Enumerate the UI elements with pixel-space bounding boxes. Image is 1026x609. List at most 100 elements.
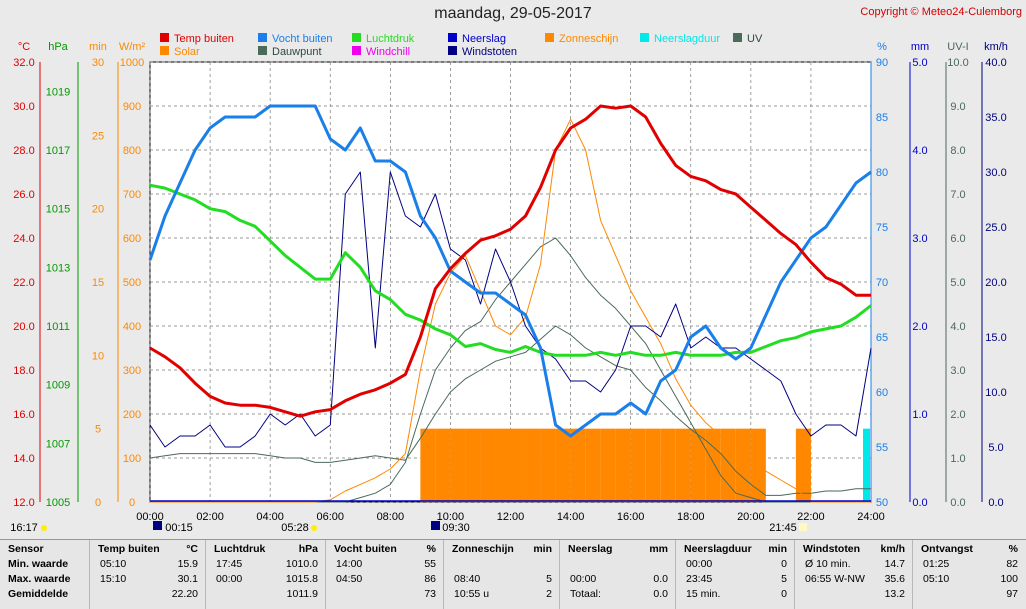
column-header: Ontvangst bbox=[921, 543, 973, 555]
table-cell-time: 05:10 bbox=[923, 573, 950, 585]
pct-axis-tick: 70 bbox=[876, 277, 888, 289]
sunshine-bar bbox=[660, 428, 676, 502]
hpa-axis-tick: 1009 bbox=[46, 380, 70, 392]
column-unit: km/h bbox=[880, 543, 905, 555]
table-cell-time: 17:45 bbox=[216, 558, 243, 570]
uv-axis-tick: 9.0 bbox=[950, 101, 965, 113]
min-axis-tick: 30 bbox=[92, 57, 104, 69]
column-header: Neerslag bbox=[568, 543, 613, 555]
kmh-axis-tick: 20.0 bbox=[985, 277, 1006, 289]
mm-axis-tick: 4.0 bbox=[912, 145, 927, 157]
x-tick: 08:00 bbox=[377, 511, 405, 523]
legend-swatch bbox=[160, 46, 169, 55]
x-tick: 18:00 bbox=[677, 511, 705, 523]
wm2-axis-tick: 400 bbox=[123, 321, 141, 333]
temp-axis-tick: 30.0 bbox=[13, 101, 34, 113]
table-cell-value: 15.9 bbox=[177, 558, 198, 570]
moon-icon bbox=[431, 521, 440, 530]
legend-label: Solar bbox=[174, 46, 200, 58]
column-separator bbox=[205, 540, 206, 609]
kmh-axis-unit: km/h bbox=[984, 41, 1008, 53]
table-cell-value: 1015.8 bbox=[285, 573, 318, 585]
uv-axis-tick: 0.0 bbox=[950, 497, 965, 509]
chart-title: maandag, 29-05-2017 bbox=[434, 5, 592, 22]
legend-swatch bbox=[258, 33, 267, 42]
table-cell-time: 10:55 u bbox=[454, 588, 490, 600]
hpa-axis-tick: 1019 bbox=[46, 86, 70, 98]
x-tick: 12:00 bbox=[497, 511, 525, 523]
x-tick: 20:00 bbox=[737, 511, 765, 523]
legend-label: UV bbox=[747, 33, 763, 45]
sunshine-bar bbox=[570, 428, 586, 502]
temp-axis-tick: 12.0 bbox=[13, 497, 34, 509]
hpa-axis-tick: 1015 bbox=[46, 204, 70, 216]
column-header: Zonneschijn bbox=[452, 543, 514, 555]
table-cell-time: 04:50 bbox=[336, 573, 363, 585]
x-tick: 00:00 bbox=[136, 511, 164, 523]
pct-axis-tick: 55 bbox=[876, 442, 888, 454]
x-tick: 16:00 bbox=[617, 511, 645, 523]
sunshine-bar bbox=[645, 428, 661, 502]
pressure-line bbox=[149, 183, 872, 357]
column-separator bbox=[325, 540, 326, 609]
wm2-axis-tick: 0 bbox=[129, 497, 135, 509]
table-cell-value: 35.6 bbox=[884, 573, 905, 585]
table-cell-value: 73 bbox=[424, 588, 436, 600]
table-cell-value: 100 bbox=[1000, 573, 1018, 585]
table-cell-value: 30.1 bbox=[177, 573, 198, 585]
rain-duration-bar bbox=[863, 428, 870, 502]
sunshine-bar bbox=[540, 428, 556, 502]
moonrise-label: 00:15 bbox=[165, 522, 193, 534]
kmh-axis-tick: 40.0 bbox=[985, 57, 1006, 69]
legend-label: Dauwpunt bbox=[272, 46, 322, 58]
pct-axis-tick: 65 bbox=[876, 332, 888, 344]
table-cell-time: 08:40 bbox=[454, 573, 481, 585]
column-separator bbox=[443, 540, 444, 609]
legend-swatch bbox=[640, 33, 649, 42]
legend-swatch bbox=[448, 33, 457, 42]
kmh-axis-tick: 30.0 bbox=[985, 167, 1006, 179]
legend-swatch bbox=[160, 33, 169, 42]
table-cell-value: 82 bbox=[1006, 558, 1018, 570]
column-separator bbox=[559, 540, 560, 609]
wm2-axis-tick: 800 bbox=[123, 145, 141, 157]
sunshine-bar bbox=[705, 428, 721, 502]
legend-label: Temp buiten bbox=[174, 33, 234, 45]
hpa-axis-tick: 1013 bbox=[46, 262, 70, 274]
uv-axis-tick: 4.0 bbox=[950, 321, 965, 333]
sunshine-bar bbox=[615, 428, 631, 502]
x-tick: 10:00 bbox=[437, 511, 465, 523]
sunshine-bar bbox=[420, 428, 436, 502]
uv-axis-unit: UV-I bbox=[947, 41, 968, 53]
table-cell-time: Totaal: bbox=[570, 588, 601, 600]
sunshine-bar bbox=[435, 428, 451, 502]
weather-chart: maandag, 29-05-2017 Copyright © Meteo24-… bbox=[10, 5, 1022, 534]
table-cell-time: 23:45 bbox=[686, 573, 713, 585]
min-axis-tick: 15 bbox=[92, 277, 104, 289]
table-cell-time: 14:00 bbox=[336, 558, 363, 570]
table-cell-value: 1010.0 bbox=[285, 558, 318, 570]
legend-swatch bbox=[352, 46, 361, 55]
column-header: Vocht buiten bbox=[334, 543, 397, 555]
temperature-line bbox=[149, 104, 871, 418]
table-cell-value: 22.20 bbox=[171, 588, 198, 600]
sunshine-bar bbox=[720, 428, 736, 502]
mm-axis-unit: mm bbox=[911, 41, 929, 53]
uv-axis-tick: 6.0 bbox=[950, 233, 965, 245]
column-separator bbox=[89, 540, 90, 609]
table-cell-value: 0.0 bbox=[653, 573, 668, 585]
table-cell-time: 01:25 bbox=[923, 558, 950, 570]
temp-axis-tick: 32.0 bbox=[13, 57, 34, 69]
kmh-axis-tick: 25.0 bbox=[985, 222, 1006, 234]
hpa-axis-tick: 1005 bbox=[46, 497, 70, 509]
min-axis-tick: 20 bbox=[92, 204, 104, 216]
sunrise-label: 05:28 bbox=[281, 522, 309, 534]
legend-label: Vocht buiten bbox=[272, 33, 333, 45]
wm2-axis-tick: 500 bbox=[123, 277, 141, 289]
sunshine-bar bbox=[630, 428, 646, 502]
legend-swatch bbox=[448, 46, 457, 55]
column-separator bbox=[675, 540, 676, 609]
sunshine-bar bbox=[480, 428, 496, 502]
column-header: Sensor bbox=[8, 543, 44, 555]
table-cell-value: 97 bbox=[1006, 588, 1018, 600]
